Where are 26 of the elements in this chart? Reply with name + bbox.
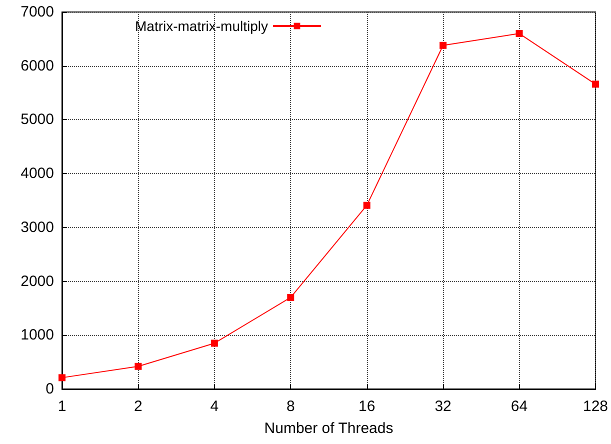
y-tick-label: 7000 <box>20 4 54 20</box>
y-tick-label: 3000 <box>20 218 54 236</box>
x-tick-label: 64 <box>510 398 528 415</box>
x-tick-label: 1 <box>58 398 66 415</box>
point <box>363 202 370 209</box>
y-tick-label: 0 <box>46 380 54 398</box>
point <box>210 340 218 347</box>
x-tick-label: 4 <box>210 398 219 415</box>
point <box>287 294 294 301</box>
y-tick-label: 1000 <box>20 326 54 344</box>
y-tick-label: 6000 <box>20 57 54 74</box>
point <box>592 80 599 88</box>
point <box>134 362 142 370</box>
x-tick-label: 32 <box>434 398 452 415</box>
x-tick-label: 16 <box>358 398 376 415</box>
x-axis-title: Number of Threads <box>264 420 394 437</box>
x-tick-label: 2 <box>134 398 142 415</box>
x-tick-label: 128 <box>582 398 608 415</box>
point <box>58 374 66 382</box>
legend-label: Matrix-matrix-multiply <box>135 18 268 34</box>
y-tick-label: 5000 <box>20 111 54 128</box>
point <box>516 30 523 38</box>
point <box>440 42 447 49</box>
y-tick-label: 2000 <box>20 272 54 290</box>
y-tick-label: 4000 <box>20 165 54 182</box>
x-tick-label: 8 <box>286 398 295 415</box>
